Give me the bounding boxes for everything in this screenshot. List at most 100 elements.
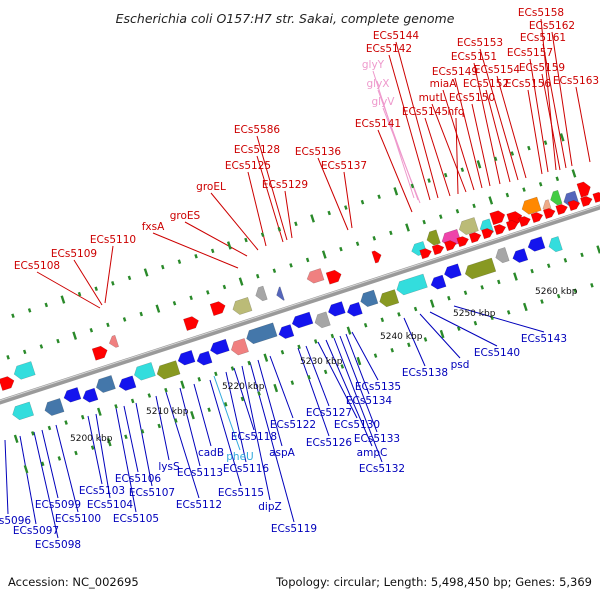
gene-label-ecs5118-leader bbox=[233, 367, 255, 431]
tick-mark bbox=[305, 257, 310, 263]
tick-mark bbox=[443, 172, 448, 178]
tick-mark bbox=[147, 393, 152, 398]
gene-label-ecs5107-leader bbox=[135, 402, 153, 487]
gene-label-ecs5157: ECs5157 bbox=[507, 47, 553, 59]
tick-mark bbox=[427, 178, 431, 183]
tick-mark bbox=[174, 418, 178, 423]
gene-label-ecs5154-leader bbox=[496, 75, 527, 179]
gene-label-ecs5136-leader bbox=[317, 157, 349, 231]
upper-gene-feature bbox=[306, 268, 325, 284]
tick-mark bbox=[272, 268, 277, 274]
gene-label-ecs5096-leader bbox=[4, 439, 9, 515]
tick-mark bbox=[127, 275, 132, 281]
upper-gene-feature bbox=[521, 196, 542, 215]
gene-label-ecs5103: ECs5103 bbox=[79, 485, 125, 497]
gene-label-ecs5122-leader bbox=[269, 355, 294, 419]
tick-mark bbox=[106, 322, 110, 328]
lower-gene-feature bbox=[346, 301, 363, 317]
upper-gene-feature bbox=[371, 250, 382, 264]
lower-gene-feature bbox=[430, 274, 447, 290]
upper-gene-feature bbox=[530, 212, 544, 224]
tick-mark bbox=[39, 344, 44, 349]
tick-mark bbox=[480, 285, 484, 290]
tick-mark bbox=[13, 434, 19, 443]
tick-mark bbox=[571, 169, 577, 178]
gene-label-hfq: hfq bbox=[447, 106, 464, 118]
gene-label-ecs5119-leader bbox=[249, 361, 295, 523]
tick-mark bbox=[413, 306, 418, 312]
scale-label-2: 5220 kbp bbox=[222, 382, 265, 392]
tick-mark bbox=[472, 203, 476, 209]
upper-gene-feature bbox=[518, 216, 531, 228]
tick-mark bbox=[530, 268, 534, 274]
lower-gene-feature bbox=[379, 289, 400, 308]
gene-label-glyx: glyX bbox=[367, 78, 390, 90]
gene-label-ecs5156-leader bbox=[527, 89, 543, 175]
gene-label-ecs5145-leader bbox=[424, 117, 451, 197]
tick-mark bbox=[573, 288, 578, 294]
tick-mark bbox=[339, 246, 343, 252]
lower-gene-feature bbox=[512, 248, 529, 263]
gene-label-ecs5116: ECs5116 bbox=[223, 463, 269, 475]
gene-label-ecs5144-leader bbox=[395, 41, 439, 199]
tick-mark bbox=[360, 199, 365, 205]
tick-mark bbox=[321, 250, 327, 259]
upper-gene-feature bbox=[13, 361, 36, 380]
gene-label-ecs5162-leader bbox=[551, 31, 573, 167]
tick-mark bbox=[57, 456, 62, 461]
tick-mark bbox=[546, 263, 551, 268]
upper-gene-feature bbox=[108, 334, 120, 348]
gene-label-fxsa-leader bbox=[152, 232, 239, 269]
upper-gene-feature bbox=[555, 204, 568, 216]
tick-mark bbox=[177, 259, 182, 264]
tick-mark bbox=[377, 194, 381, 200]
gene-label-ecs5132-leader bbox=[333, 337, 383, 463]
gene-label-ecs5135-leader bbox=[351, 331, 379, 381]
upper-gene-feature bbox=[458, 217, 479, 236]
tick-mark bbox=[410, 183, 415, 189]
gene-label-ecs5138: ECs5138 bbox=[402, 367, 448, 379]
upper-gene-feature bbox=[456, 236, 469, 248]
tick-mark bbox=[130, 398, 135, 404]
gene-label-cadb: cadB bbox=[198, 447, 224, 459]
gene-label-ecs5153: ECs5153 bbox=[457, 37, 503, 49]
gene-label-ecs5109: ECs5109 bbox=[51, 248, 97, 260]
upper-gene-feature bbox=[419, 248, 432, 260]
lower-gene-feature bbox=[246, 322, 278, 345]
gene-label-ecs5152-leader bbox=[485, 89, 511, 183]
tick-mark bbox=[390, 347, 394, 353]
tick-mark bbox=[330, 333, 335, 339]
tick-mark bbox=[540, 299, 544, 304]
upper-gene-feature bbox=[183, 316, 199, 331]
tick-mark bbox=[505, 192, 510, 198]
gene-label-ecs5100-leader bbox=[55, 424, 79, 513]
tick-mark bbox=[346, 326, 352, 335]
tick-mark bbox=[527, 145, 531, 151]
gene-label-ecs5144: ECs5144 bbox=[373, 30, 419, 42]
lower-gene-feature bbox=[230, 338, 249, 356]
gene-label-ecs5126: ECs5126 bbox=[306, 437, 352, 449]
scale-label-5: 5250 kbp bbox=[453, 309, 496, 319]
lower-gene-feature bbox=[95, 375, 116, 393]
upper-gene-feature bbox=[505, 220, 519, 232]
lower-gene-feature bbox=[82, 387, 99, 403]
tick-mark bbox=[522, 187, 526, 192]
gene-label-ecs5109-leader bbox=[73, 259, 103, 306]
tick-mark bbox=[389, 230, 393, 236]
gene-label-aspa: aspA bbox=[269, 447, 296, 459]
scale-label-1: 5210 kbp bbox=[146, 407, 189, 417]
tick-mark bbox=[373, 353, 378, 358]
gene-label-ecs5097: ECs5097 bbox=[13, 525, 59, 537]
gene-label-ecs5116-leader bbox=[225, 371, 247, 463]
gene-label-ecs5098-leader bbox=[33, 431, 59, 539]
gene-label-ecs5099: ECs5099 bbox=[35, 499, 81, 511]
tick-mark bbox=[590, 283, 594, 288]
gene-label-ecs5135: ECs5135 bbox=[355, 381, 401, 393]
tick-mark bbox=[297, 344, 301, 350]
tick-mark bbox=[393, 187, 399, 196]
gene-label-ecs5125: ECs5125 bbox=[225, 160, 271, 172]
upper-gene-feature bbox=[489, 210, 506, 226]
tick-mark bbox=[277, 226, 282, 232]
scale-label-4: 5240 kbp bbox=[380, 332, 423, 342]
